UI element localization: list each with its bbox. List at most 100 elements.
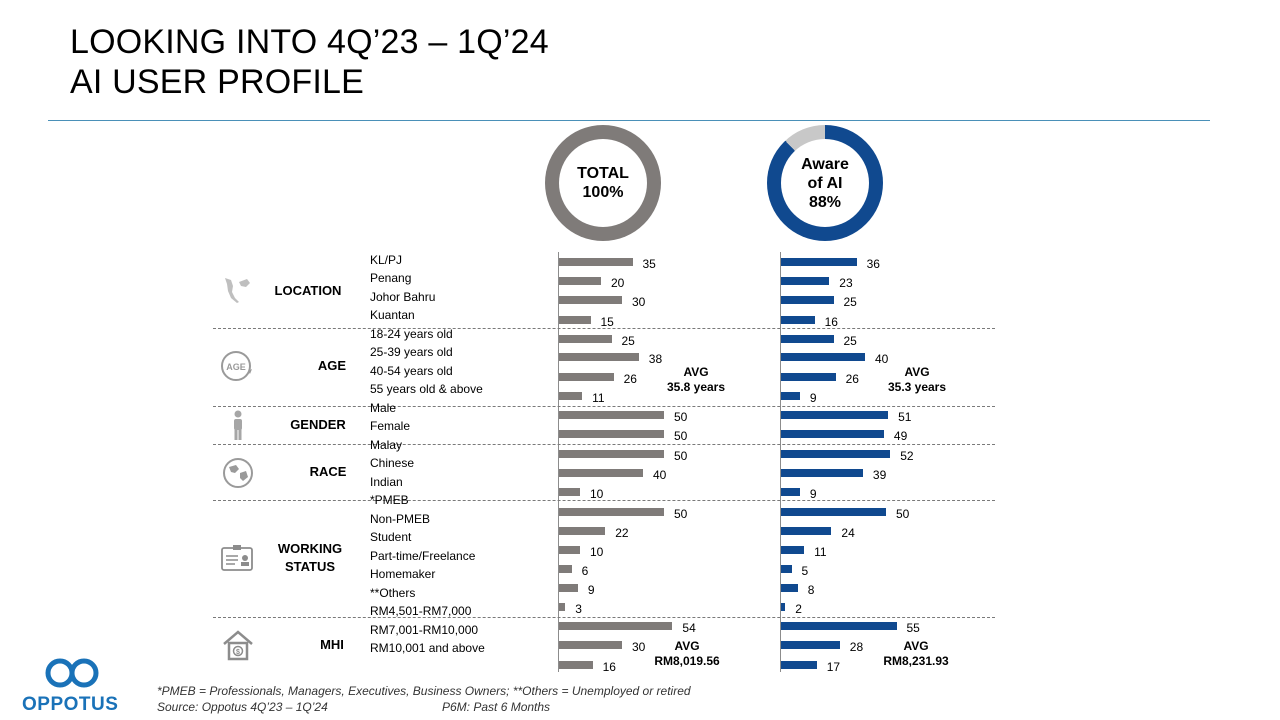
footnote-source: Source: Oppotus 4Q’23 – 1Q’24 (157, 700, 328, 714)
id-card-icon (220, 541, 254, 575)
aware-bar (781, 469, 863, 477)
row-label: Non-PMEB (370, 512, 431, 526)
total-bar-value: 20 (611, 276, 625, 290)
total-bar-value: 40 (653, 468, 667, 482)
aware-bar-value: 55 (906, 621, 920, 635)
total-bar-value: 9 (587, 583, 595, 597)
malaysia-map-icon (219, 272, 253, 306)
aware-bar-value: 51 (898, 410, 912, 424)
total-bar-value: 50 (674, 429, 688, 443)
row-label: Indian (370, 475, 403, 489)
total-bar (559, 450, 664, 458)
aware-bar (781, 258, 857, 266)
page-title: LOOKING INTO 4Q’23 – 1Q’24 AI USER PROFI… (70, 22, 549, 102)
aware-bar-value: 36 (866, 257, 880, 271)
group-label-location: LOCATION (274, 283, 342, 298)
aware-bar (781, 661, 817, 669)
aware-bar (781, 296, 834, 304)
donut-aware-line2: of AI (807, 174, 843, 192)
total-bar (559, 392, 583, 400)
aware-bar-value: 8 (807, 583, 815, 597)
total-bar (559, 488, 580, 496)
total-bar (559, 258, 633, 266)
row-label: Part-time/Freelance (370, 549, 476, 563)
aware-bar (781, 316, 815, 324)
total-bar-value: 38 (648, 352, 663, 366)
aware-bar (781, 546, 805, 554)
aware-bar-value: 52 (900, 449, 914, 463)
group-label-race: RACE (309, 464, 347, 479)
age-icon: AGE (219, 349, 253, 383)
total-bar-value: 25 (621, 334, 635, 348)
row-label: Homemaker (370, 567, 436, 581)
donut-aware-line3: 88% (808, 193, 842, 211)
divider-gender-race (213, 444, 995, 445)
row-label: RM7,001-RM10,000 (370, 623, 479, 637)
footnote-definitions: *PMEB = Professionals, Managers, Executi… (157, 684, 691, 698)
total-bar-value: 15 (600, 315, 614, 329)
row-label: Johor Bahru (370, 290, 436, 304)
row-label: 40-54 years old (370, 364, 453, 378)
svg-text:$: $ (236, 649, 240, 656)
avg-mhi-aware: AVG RM8,231.93 (883, 639, 949, 668)
aware-bar (781, 488, 800, 496)
total-bar (559, 661, 593, 669)
aware-bar-value: 16 (824, 315, 838, 329)
donut-total-line1: TOTAL (577, 165, 629, 182)
total-bar-value: 54 (682, 621, 696, 635)
aware-bar (781, 603, 786, 611)
aware-bar-value: 28 (849, 640, 864, 654)
aware-bar-value: 50 (896, 507, 910, 521)
row-label: 25-39 years old (370, 345, 453, 359)
aware-bar (781, 411, 889, 419)
row-label: KL/PJ (370, 253, 403, 267)
aware-bar-value: 26 (845, 372, 859, 386)
donut-total: TOTAL 100% (545, 125, 661, 241)
aware-bar (781, 565, 792, 573)
total-bar-value: 50 (674, 507, 688, 521)
oppotus-logo: OPPOTUS (22, 656, 122, 716)
divider-age-gender (213, 406, 995, 407)
aware-bar (781, 527, 832, 535)
aware-bar-value: 39 (872, 468, 887, 482)
svg-text:AGE: AGE (226, 362, 246, 372)
total-bar-value: 11 (592, 391, 605, 405)
aware-bar (781, 584, 798, 592)
row-label: Male (370, 401, 397, 415)
title-rule (48, 120, 1210, 121)
row-label: Female (370, 419, 411, 433)
total-bar (559, 296, 622, 304)
total-bar-value: 35 (642, 257, 656, 271)
avg-age-aware: AVG 35.3 years (887, 365, 947, 394)
divider-working-mhi (213, 617, 995, 618)
aware-bar-value: 25 (843, 295, 857, 309)
donut-aware: Aware of AI 88% (767, 125, 883, 241)
row-label: 55 years old & above (370, 382, 483, 396)
aware-bar-value: 2 (795, 602, 802, 616)
house-money-icon: $ (221, 628, 255, 662)
aware-bar-value: 9 (809, 487, 817, 501)
total-bar-value: 50 (674, 449, 688, 463)
total-bar (559, 316, 591, 324)
total-bar (559, 353, 639, 361)
title-line-2: AI USER PROFILE (70, 63, 364, 101)
row-label: 18-24 years old (370, 327, 453, 341)
aware-bar-value: 9 (809, 391, 817, 405)
row-label: Malay (370, 438, 403, 452)
globe-icon (221, 456, 255, 490)
avg-mhi-total: AVG RM8,019.56 (654, 639, 720, 668)
aware-bar-value: 23 (839, 276, 853, 290)
row-label: Kuantan (370, 308, 415, 322)
row-label: *PMEB (370, 493, 409, 507)
total-bar-value: 22 (615, 526, 629, 540)
total-bar-value: 3 (575, 602, 582, 616)
row-label: Penang (370, 271, 412, 285)
aware-bar-value: 17 (826, 660, 841, 674)
group-label-age: AGE (317, 358, 347, 373)
total-bar-value: 10 (590, 545, 604, 559)
total-bar (559, 430, 664, 438)
total-bar-value: 6 (581, 564, 589, 578)
aware-bar-value: 24 (841, 526, 855, 540)
total-bar (559, 584, 578, 592)
total-bar (559, 603, 566, 611)
